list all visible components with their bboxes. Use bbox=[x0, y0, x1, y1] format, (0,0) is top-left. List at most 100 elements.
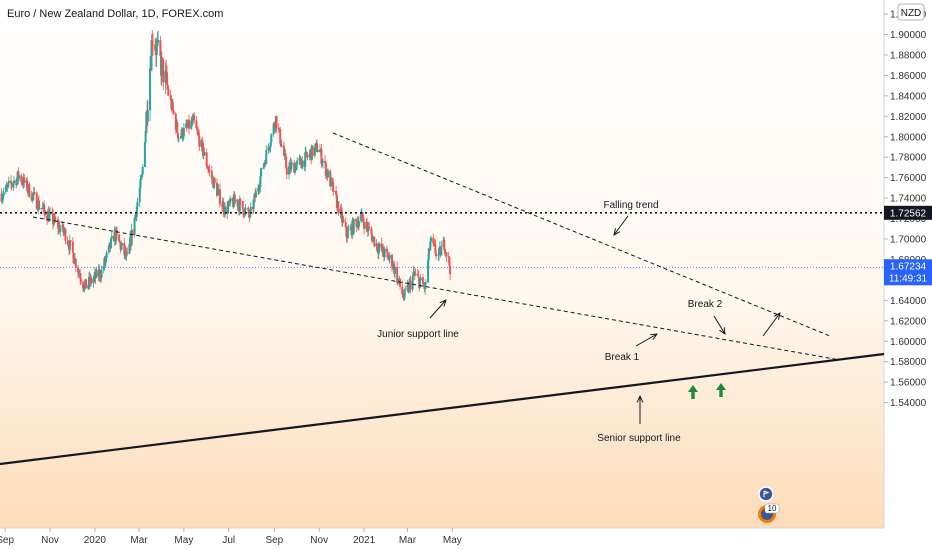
candle-body bbox=[208, 170, 211, 172]
candle-body bbox=[433, 243, 436, 245]
candle-body bbox=[155, 44, 158, 56]
y-tick-label: 1.58000 bbox=[890, 357, 927, 368]
news-icon[interactable]: 10 bbox=[758, 503, 780, 523]
candle-body bbox=[48, 213, 51, 222]
candle-body bbox=[435, 253, 438, 256]
candle-body bbox=[118, 234, 121, 242]
candle-body bbox=[203, 152, 206, 155]
candle-body bbox=[123, 243, 126, 255]
candle-body bbox=[11, 185, 14, 187]
candle-body bbox=[41, 207, 44, 209]
candle-body bbox=[205, 152, 208, 167]
candle-body bbox=[160, 57, 163, 76]
candle-body bbox=[32, 192, 35, 196]
x-tick-label: May bbox=[174, 535, 193, 546]
candle-body bbox=[371, 237, 374, 242]
candle-body bbox=[388, 258, 391, 260]
candle-body bbox=[191, 117, 194, 123]
x-tick-label: Nov bbox=[310, 535, 328, 546]
senior-support-line[interactable] bbox=[0, 352, 885, 466]
candle-body bbox=[236, 199, 239, 207]
candle-body bbox=[165, 72, 168, 85]
flag-icon[interactable] bbox=[758, 486, 774, 502]
candle-body bbox=[373, 236, 376, 247]
candle-body bbox=[252, 199, 255, 209]
candle-body bbox=[360, 213, 363, 222]
candle-body bbox=[176, 122, 179, 133]
candle-body bbox=[313, 147, 316, 156]
candle-body bbox=[249, 206, 252, 212]
candle-body bbox=[74, 258, 77, 268]
candle-body bbox=[437, 255, 440, 257]
candle-body bbox=[254, 191, 257, 198]
candle-body bbox=[215, 182, 218, 196]
candle-body bbox=[363, 222, 366, 229]
candle-body bbox=[404, 289, 407, 291]
candle-body bbox=[82, 281, 85, 289]
candle-body bbox=[107, 245, 110, 253]
candle-body bbox=[164, 70, 167, 83]
candle-body bbox=[370, 228, 373, 235]
candle-body bbox=[207, 168, 210, 170]
candle-body bbox=[382, 246, 385, 254]
candle-body bbox=[196, 130, 199, 133]
x-axis-ticks: Sep Nov 2020 Mar May Jul Sep Nov 2021 Mar May bbox=[0, 528, 462, 546]
candle-body bbox=[102, 266, 105, 270]
candle-body bbox=[182, 127, 185, 137]
candle-body bbox=[144, 131, 147, 143]
candle-body bbox=[427, 248, 430, 260]
candle-body bbox=[320, 149, 323, 164]
candle-body bbox=[151, 40, 154, 45]
falling-trend-line[interactable] bbox=[332, 132, 831, 337]
junior-support-line[interactable] bbox=[32, 216, 841, 361]
candle-body bbox=[95, 269, 98, 278]
junior-support-label: Junior support line bbox=[377, 329, 459, 340]
candle-body bbox=[18, 175, 21, 179]
y-tick-label: 1.70000 bbox=[890, 235, 927, 246]
candle-body bbox=[136, 202, 139, 207]
candle-body bbox=[62, 231, 65, 233]
candle-body bbox=[445, 252, 448, 257]
candle-body bbox=[90, 277, 93, 284]
candle-body bbox=[213, 178, 216, 188]
currency-button[interactable]: NZD bbox=[897, 3, 925, 21]
y-tick-label: 1.54000 bbox=[890, 398, 927, 409]
candle-body bbox=[257, 188, 260, 192]
x-tick-label: Sep bbox=[265, 535, 283, 546]
candle-body bbox=[340, 208, 343, 212]
candle-body bbox=[200, 140, 203, 147]
candle-body bbox=[118, 241, 121, 243]
candle-body bbox=[376, 243, 379, 251]
candle-body bbox=[7, 180, 10, 184]
candle-body bbox=[43, 204, 46, 211]
candle-body bbox=[110, 235, 113, 239]
candle-body bbox=[71, 241, 74, 253]
candle-body bbox=[324, 161, 327, 163]
candle-body bbox=[222, 201, 225, 213]
candle-body bbox=[329, 177, 332, 187]
candle-body bbox=[347, 229, 350, 231]
candle-body bbox=[66, 240, 69, 245]
y-tick-label: 1.80000 bbox=[890, 132, 927, 143]
candle-body bbox=[361, 212, 364, 219]
candle-body bbox=[120, 245, 123, 250]
up-arrow-icon bbox=[688, 385, 698, 399]
candle-body bbox=[354, 219, 357, 221]
candle-body bbox=[4, 185, 7, 192]
candle-body bbox=[407, 283, 410, 292]
y-tick-label: 1.84000 bbox=[890, 91, 927, 102]
candle-body bbox=[139, 179, 142, 189]
x-tick-label: 2020 bbox=[84, 535, 107, 546]
candle-body bbox=[386, 251, 389, 255]
candle-body bbox=[130, 229, 133, 246]
candle-series bbox=[0, 30, 452, 301]
projection-arrow bbox=[762, 313, 780, 337]
candle-body bbox=[440, 246, 443, 256]
falling-trend-label: Falling trend bbox=[603, 200, 658, 211]
candle-body bbox=[449, 266, 452, 275]
candle-body bbox=[67, 244, 70, 246]
candle-body bbox=[249, 211, 252, 218]
candle-body bbox=[68, 240, 71, 251]
candle-body bbox=[51, 211, 54, 214]
